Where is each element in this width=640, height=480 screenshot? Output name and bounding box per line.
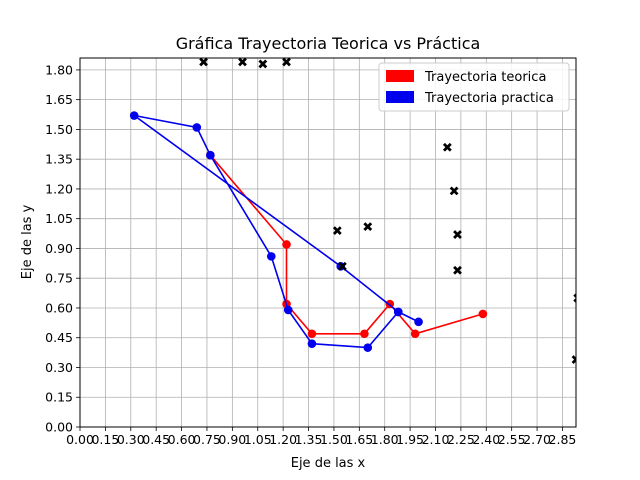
x-tick-label: 0.90 xyxy=(218,432,246,447)
x-tick-label: 1.20 xyxy=(269,432,297,447)
x-tick-label: 1.95 xyxy=(396,432,424,447)
y-tick-label: 0.30 xyxy=(45,360,73,375)
series-line-0 xyxy=(209,154,484,335)
x-tick-label: 0.00 xyxy=(66,432,94,447)
ticks: 0.000.150.300.450.600.750.901.051.201.35… xyxy=(45,62,576,447)
legend-box xyxy=(378,62,570,112)
obstacle-marker xyxy=(238,58,247,67)
y-tick-label: 1.65 xyxy=(45,92,73,107)
obstacle-marker xyxy=(453,230,462,239)
legend-swatch-teorica xyxy=(386,70,414,82)
series-0-point xyxy=(282,240,291,249)
obstacle-marker xyxy=(363,222,373,232)
x-tick-label: 2.55 xyxy=(498,432,526,447)
x-tick-label: 2.10 xyxy=(422,432,450,447)
series-0-point xyxy=(478,309,488,319)
y-tick-label: 0.45 xyxy=(45,330,73,345)
x-tick-label: 1.05 xyxy=(244,432,272,447)
obstacle-marker xyxy=(337,261,347,271)
series-1-point xyxy=(192,123,202,132)
y-tick-label: 1.05 xyxy=(45,211,73,226)
series-1-point xyxy=(266,252,276,261)
x-tick-label: 2.85 xyxy=(549,432,577,447)
obstacle-marker xyxy=(571,355,576,364)
series-1-point xyxy=(129,111,139,120)
series-1-point xyxy=(414,317,423,327)
x-tick-label: 0.30 xyxy=(117,432,145,447)
y-tick-label: 0.00 xyxy=(45,420,73,435)
x-tick-label: 1.35 xyxy=(295,432,323,447)
series-1-point xyxy=(393,307,403,317)
x-tick-label: 2.70 xyxy=(523,432,551,447)
x-tick-label: 2.25 xyxy=(447,432,475,447)
obstacle-marker xyxy=(453,265,462,275)
obstacle-marker xyxy=(282,58,291,67)
obstacle-marker xyxy=(442,142,452,152)
y-tick-label: 1.80 xyxy=(45,62,73,77)
x-axis-label: Eje de las x xyxy=(291,456,366,471)
y-tick-label: 1.20 xyxy=(45,181,73,196)
x-tick-label: 1.65 xyxy=(345,432,373,447)
legend: Trayectoria teorica Trayectoria practica xyxy=(378,62,570,112)
series-0-point xyxy=(360,329,369,339)
x-tick-label: 0.60 xyxy=(168,432,196,447)
legend-label-teorica: Trayectoria teorica xyxy=(424,70,546,85)
x-tick-label: 1.80 xyxy=(371,432,399,447)
series-layer xyxy=(129,111,488,352)
series-0-point xyxy=(410,329,420,339)
obstacle-layer xyxy=(199,58,576,364)
obstacle-marker xyxy=(449,186,459,196)
obstacle-marker xyxy=(258,59,268,69)
legend-label-practica: Trayectoria practica xyxy=(424,91,554,106)
y-tick-label: 0.90 xyxy=(45,241,73,256)
y-axis-label: Eje de las y xyxy=(20,204,35,279)
x-tick-label: 0.45 xyxy=(142,432,170,447)
chart-title: Gráfica Trayectoria Teorica vs Práctica xyxy=(176,34,481,53)
y-tick-label: 1.35 xyxy=(45,152,73,167)
obstacle-marker xyxy=(573,293,576,303)
y-tick-label: 1.50 xyxy=(45,122,73,137)
x-tick-label: 0.15 xyxy=(91,432,119,447)
obstacle-marker xyxy=(199,58,208,67)
y-tick-label: 0.60 xyxy=(45,300,73,315)
y-tick-label: 0.75 xyxy=(45,271,73,286)
x-tick-label: 1.50 xyxy=(320,432,348,447)
x-tick-label: 2.40 xyxy=(472,432,500,447)
series-1-point xyxy=(283,305,293,315)
obstacle-marker xyxy=(332,226,342,235)
series-1-point xyxy=(363,343,373,352)
plot-frame xyxy=(79,57,577,428)
y-tick-label: 0.15 xyxy=(45,390,73,405)
series-1-point xyxy=(206,150,215,160)
x-tick-label: 0.75 xyxy=(193,432,221,447)
series-0-point xyxy=(307,329,317,339)
legend-swatch-practica xyxy=(386,91,414,103)
series-1-point xyxy=(307,339,317,348)
